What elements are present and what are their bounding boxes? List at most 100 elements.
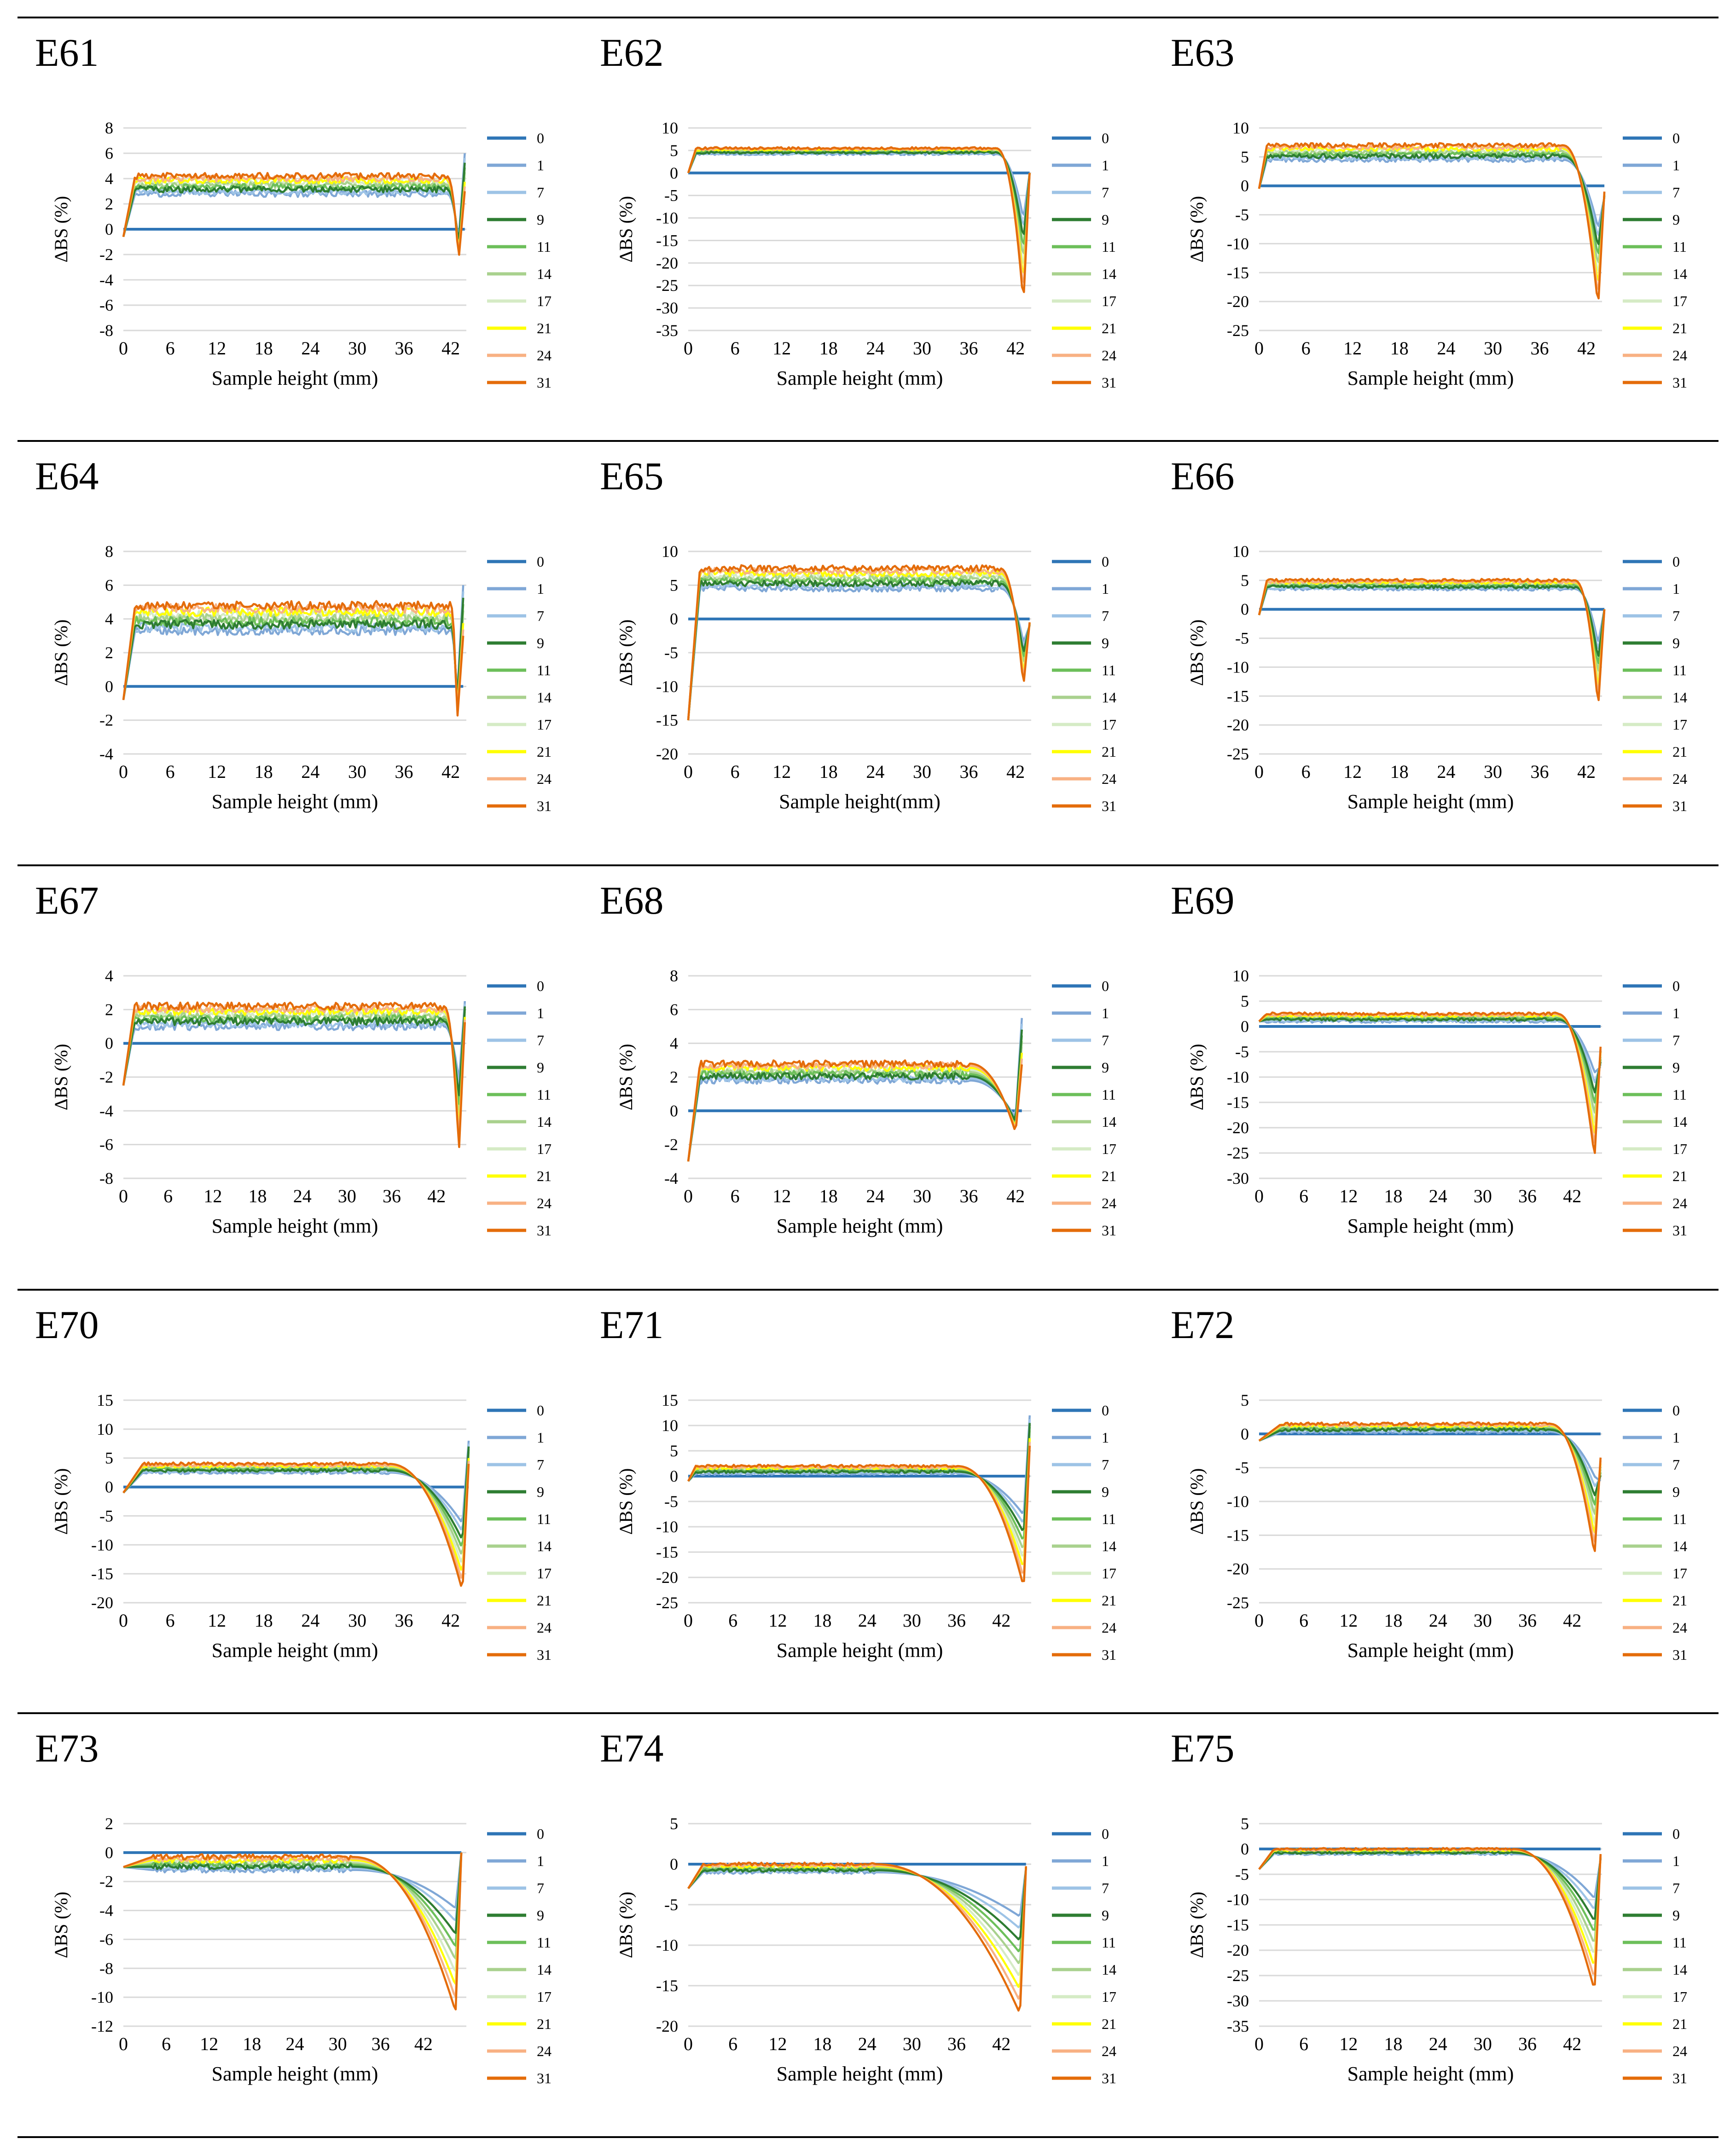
legend-label: 1 <box>1102 1853 1109 1869</box>
x-tick-label: 30 <box>1484 338 1502 359</box>
series-line-7 <box>1258 155 1606 236</box>
y-tick-label: -8 <box>99 1959 113 1977</box>
legend-label: 24 <box>537 347 552 364</box>
y-tick-label: -20 <box>1227 1118 1249 1137</box>
legend-label: 9 <box>1102 635 1109 651</box>
y-tick-label: -5 <box>664 186 678 205</box>
legend-label: 24 <box>1672 771 1687 787</box>
x-tick-label: 24 <box>858 1610 877 1631</box>
x-tick-label: 24 <box>1429 2034 1447 2054</box>
y-tick-label: -15 <box>91 1565 113 1583</box>
legend-label: 31 <box>1672 1222 1687 1239</box>
y-tick-label: -5 <box>99 1507 113 1525</box>
panel-label: E71 <box>600 1303 664 1347</box>
legend-label: 11 <box>537 1086 551 1103</box>
legend-label: 1 <box>1672 1005 1680 1021</box>
legend-label: 17 <box>537 293 552 309</box>
x-tick-label: 30 <box>913 338 931 359</box>
legend-label: 9 <box>1672 635 1680 651</box>
y-tick-label: -25 <box>1227 1144 1249 1162</box>
legend-label: 7 <box>1102 1032 1109 1049</box>
x-tick-label: 18 <box>1384 1610 1403 1631</box>
legend-label: 24 <box>1672 2043 1687 2059</box>
legend-label: 14 <box>1102 1961 1116 1978</box>
legend-label: 9 <box>537 1484 544 1500</box>
y-tick-label: -25 <box>1227 1594 1249 1612</box>
series-line-31 <box>1258 142 1606 300</box>
series-line-14 <box>687 149 1031 255</box>
x-tick-label: 24 <box>286 2034 304 2054</box>
series-line-24 <box>1258 144 1606 290</box>
y-tick-label: -2 <box>99 245 113 264</box>
legend-label: 17 <box>1672 1988 1687 2005</box>
legend-label: 21 <box>537 1168 552 1184</box>
x-tick-label: 18 <box>249 1186 267 1206</box>
legend-label: 9 <box>537 211 544 228</box>
y-tick-label: 5 <box>670 141 678 160</box>
legend-label: 0 <box>1102 978 1109 994</box>
legend-label: 14 <box>537 689 552 706</box>
y-tick-label: 0 <box>670 1101 678 1120</box>
legend-label: 17 <box>537 1141 552 1157</box>
legend-label: 14 <box>1102 1113 1116 1130</box>
y-tick-label: 6 <box>105 576 113 594</box>
legend-label: 1 <box>1672 1853 1680 1869</box>
legend-label: 21 <box>1672 2016 1687 2032</box>
x-tick-label: 0 <box>1254 2034 1264 2054</box>
legend-label: 17 <box>1102 1565 1116 1582</box>
legend-label: 9 <box>1102 211 1109 228</box>
legend-label: 11 <box>1672 238 1687 255</box>
series-line-11 <box>122 604 464 701</box>
legend-label: 17 <box>537 716 552 733</box>
legend-label: 1 <box>1672 580 1680 597</box>
legend-label: 11 <box>1102 238 1116 255</box>
legend-label: 31 <box>1672 374 1687 391</box>
y-tick-label: 0 <box>105 1843 113 1862</box>
series-line-14 <box>1258 1425 1602 1515</box>
series-line-14 <box>1258 149 1606 263</box>
legend-label: 14 <box>1102 1538 1116 1554</box>
y-tick-label: -5 <box>664 1895 678 1914</box>
series-line-9 <box>122 1006 466 1096</box>
y-tick-label: 2 <box>105 1814 113 1833</box>
series-line-14 <box>1258 1015 1602 1114</box>
series-line-9 <box>122 162 466 239</box>
y-tick-label: 0 <box>1241 177 1249 195</box>
series-line-9 <box>122 1446 470 1539</box>
panel-label: E74 <box>600 1726 664 1770</box>
panel-label: E62 <box>600 30 664 75</box>
x-tick-label: 0 <box>684 2034 693 2054</box>
y-tick-label: -2 <box>664 1136 678 1154</box>
y-tick-label: -6 <box>99 1930 113 1948</box>
legend-label: 7 <box>537 184 544 201</box>
series-line-31 <box>122 600 464 717</box>
y-tick-label: 10 <box>1232 967 1249 985</box>
series-line-7 <box>687 151 1031 226</box>
x-tick-label: 0 <box>119 761 128 782</box>
panel-label: E63 <box>1171 30 1235 75</box>
legend-label: 11 <box>1672 1934 1687 1951</box>
x-axis-label: Sample height (mm) <box>212 2063 378 2085</box>
x-tick-label: 12 <box>768 2034 787 2054</box>
x-tick-label: 6 <box>1299 1186 1308 1206</box>
series-line-14 <box>687 1866 1027 1965</box>
series-line-24 <box>1258 579 1606 694</box>
x-tick-label: 6 <box>728 1610 737 1631</box>
x-tick-label: 24 <box>301 761 319 782</box>
series-line-9 <box>687 150 1031 235</box>
legend-label: 11 <box>1672 1086 1687 1103</box>
series-line-21 <box>1258 580 1606 687</box>
legend-label: 31 <box>1102 798 1116 814</box>
legend-label: 1 <box>1672 157 1680 174</box>
x-tick-label: 42 <box>414 2034 433 2054</box>
legend-label: 14 <box>537 1113 552 1130</box>
y-tick-label: -10 <box>1227 234 1249 253</box>
y-tick-label: 10 <box>662 119 678 137</box>
y-tick-label: 2 <box>105 643 113 662</box>
legend-label: 11 <box>1672 662 1687 678</box>
